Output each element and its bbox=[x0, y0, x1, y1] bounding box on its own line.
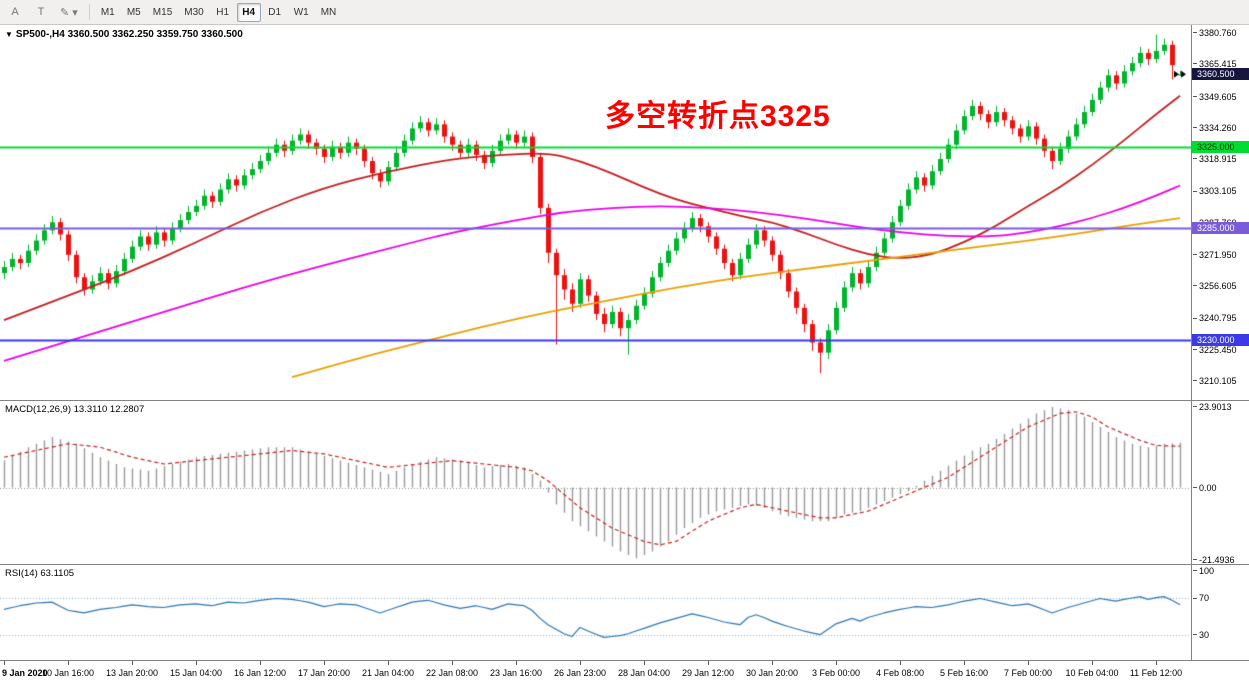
time-axis-label: 10 Feb 04:00 bbox=[1065, 668, 1119, 678]
chart-annotation-text[interactable]: 多空转折点3325 bbox=[605, 100, 831, 133]
rsi-axis[interactable]: 100 70 30 bbox=[1191, 565, 1249, 660]
macd-canvas[interactable] bbox=[0, 401, 1191, 564]
price-axis-label: 3240.795 bbox=[1193, 313, 1237, 323]
rsi-axis-label: 100 bbox=[1193, 566, 1214, 576]
chart-title: ▼ SP500-,H4 3360.500 3362.250 3359.750 33… bbox=[5, 29, 243, 40]
time-axis-label: 3 Feb 00:00 bbox=[811, 668, 861, 678]
main-chart-canvas[interactable] bbox=[0, 25, 1191, 400]
time-axis-label: 4 Feb 08:00 bbox=[875, 668, 925, 678]
price-axis-label: 3256.605 bbox=[1193, 281, 1237, 291]
tf-button-m1[interactable]: M1 bbox=[96, 3, 120, 22]
time-axis-label: 23 Jan 16:00 bbox=[489, 668, 543, 678]
time-axis-label: 16 Jan 12:00 bbox=[233, 668, 287, 678]
tf-button-m5[interactable]: M5 bbox=[122, 3, 146, 22]
time-axis-tick bbox=[1156, 661, 1157, 665]
macd-axis-label: -21.4936 bbox=[1193, 555, 1235, 564]
price-level-badge: 3325.000 bbox=[1192, 140, 1249, 153]
toolbar: A T ✎ ▾ M1 M5 M15 M30 H1 H4 D1 W1 MN bbox=[0, 0, 1249, 25]
tf-button-d1[interactable]: D1 bbox=[263, 3, 287, 22]
time-axis-label: 9 Jan 2020 bbox=[2, 668, 48, 678]
time-axis-label: 5 Feb 16:00 bbox=[939, 668, 989, 678]
tf-button-h4[interactable]: H4 bbox=[236, 2, 261, 22]
price-axis[interactable]: 3380.760 3365.415 3349.605 3334.260 3318.915… bbox=[1191, 25, 1249, 400]
macd-axis-label: 23.9013 bbox=[1193, 402, 1232, 412]
tf-button-h1[interactable]: H1 bbox=[211, 3, 235, 22]
time-axis-label: 30 Jan 20:00 bbox=[745, 668, 799, 678]
time-axis-label: 21 Jan 04:00 bbox=[361, 668, 415, 678]
time-axis-tick bbox=[196, 661, 197, 665]
time-axis-label: 7 Feb 00:00 bbox=[1003, 668, 1053, 678]
rsi-label: RSI(14) 63.1105 bbox=[5, 568, 75, 579]
time-axis-tick bbox=[324, 661, 325, 665]
time-axis-label: 10 Jan 16:00 bbox=[41, 668, 95, 678]
current-price-badge: 3360.500 bbox=[1192, 68, 1249, 81]
tf-button-m15[interactable]: M15 bbox=[148, 3, 177, 22]
tf-button-w1[interactable]: W1 bbox=[289, 3, 314, 22]
price-axis-label: 3334.260 bbox=[1193, 123, 1237, 133]
time-axis-tick bbox=[132, 661, 133, 665]
time-axis-tick bbox=[4, 661, 5, 665]
time-axis-tick bbox=[772, 661, 773, 665]
chart-dropdown-icon[interactable]: ▼ bbox=[5, 30, 13, 39]
time-axis-tick bbox=[1028, 661, 1029, 665]
price-axis-label: 3225.450 bbox=[1193, 345, 1237, 355]
time-axis-label: 15 Jan 04:00 bbox=[169, 668, 223, 678]
macd-label: MACD(12,26,9) 13.3110 12.2807 bbox=[5, 404, 145, 415]
time-axis-tick bbox=[708, 661, 709, 665]
rsi-canvas[interactable] bbox=[0, 565, 1191, 660]
macd-panel: MACD(12,26,9) 13.3110 12.2807 23.9013 0.0… bbox=[0, 401, 1249, 565]
rsi-axis-label: 70 bbox=[1193, 593, 1209, 603]
time-axis-label: 22 Jan 08:00 bbox=[425, 668, 479, 678]
time-axis-tick bbox=[452, 661, 453, 665]
macd-axis[interactable]: 23.9013 0.00 -21.4936 bbox=[1191, 401, 1249, 564]
price-axis-label: 3210.105 bbox=[1193, 376, 1237, 386]
price-level-badge: 3285.000 bbox=[1192, 222, 1249, 235]
rsi-panel: RSI(14) 63.1105 100 70 30 bbox=[0, 565, 1249, 661]
time-axis-tick bbox=[260, 661, 261, 665]
price-axis-label: 3303.105 bbox=[1193, 186, 1237, 196]
time-axis-label: 28 Jan 04:00 bbox=[617, 668, 671, 678]
price-axis-label: 3318.915 bbox=[1193, 154, 1237, 164]
time-axis-tick bbox=[836, 661, 837, 665]
tf-button-mn[interactable]: MN bbox=[316, 3, 342, 22]
price-axis-label: 3349.605 bbox=[1193, 92, 1237, 102]
time-axis-tick bbox=[388, 661, 389, 665]
cursor-button[interactable]: A bbox=[3, 3, 27, 22]
draw-button[interactable]: ✎ ▾ bbox=[55, 3, 83, 22]
price-axis-label: 3271.950 bbox=[1193, 250, 1237, 260]
time-axis-label: 29 Jan 12:00 bbox=[681, 668, 735, 678]
time-axis-tick bbox=[900, 661, 901, 665]
time-axis-tick bbox=[644, 661, 645, 665]
time-axis[interactable]: 9 Jan 2020 10 Jan 16:00 13 Jan 20:00 15 Jan… bbox=[0, 661, 1249, 694]
time-axis-tick bbox=[516, 661, 517, 665]
time-axis-label: 17 Jan 20:00 bbox=[297, 668, 351, 678]
macd-axis-label: 0.00 bbox=[1193, 483, 1217, 493]
time-axis-label: 11 Feb 12:00 bbox=[1129, 668, 1183, 678]
time-axis-label: 26 Jan 23:00 bbox=[553, 668, 607, 678]
text-button[interactable]: T bbox=[29, 3, 53, 22]
time-axis-tick bbox=[964, 661, 965, 665]
price-axis-label: 3380.760 bbox=[1193, 28, 1237, 38]
time-axis-tick bbox=[68, 661, 69, 665]
chart-title-text: SP500-,H4 3360.500 3362.250 3359.750 336… bbox=[15, 29, 243, 40]
main-chart-panel: ▼ SP500-,H4 3360.500 3362.250 3359.750 33… bbox=[0, 25, 1249, 401]
time-axis-tick bbox=[1092, 661, 1093, 665]
time-axis-label: 13 Jan 20:00 bbox=[105, 668, 159, 678]
price-level-badge: 3230.000 bbox=[1192, 334, 1249, 347]
toolbar-separator bbox=[88, 4, 90, 20]
tf-button-m30[interactable]: M30 bbox=[179, 3, 208, 22]
rsi-axis-label: 30 bbox=[1193, 630, 1209, 640]
time-axis-tick bbox=[580, 661, 581, 665]
price-axis-label: 3365.415 bbox=[1193, 59, 1237, 69]
